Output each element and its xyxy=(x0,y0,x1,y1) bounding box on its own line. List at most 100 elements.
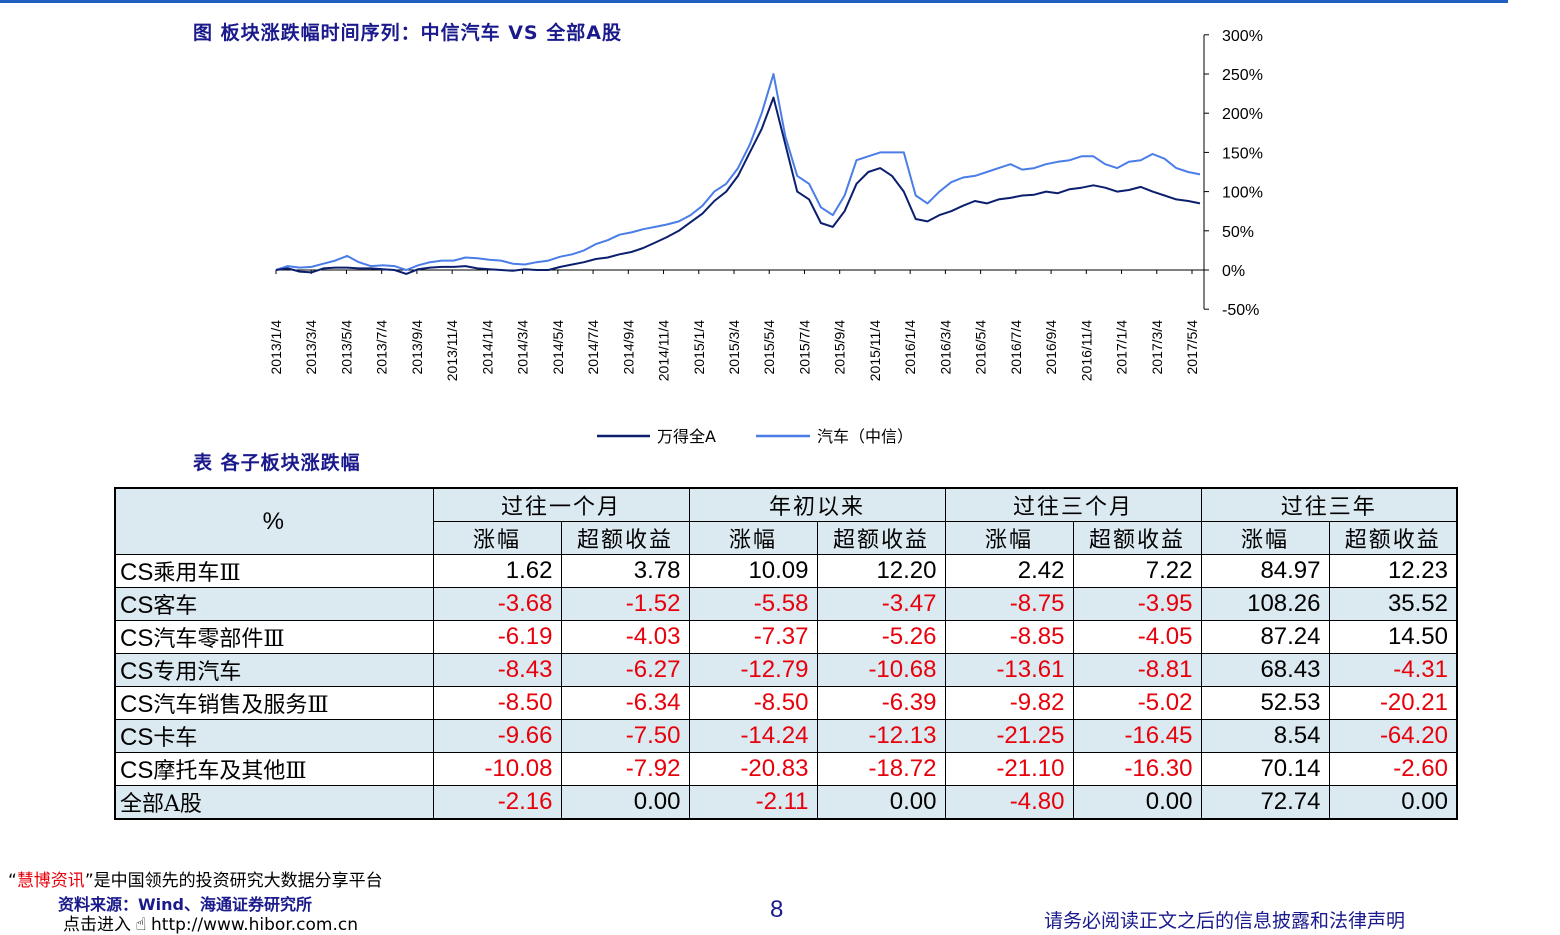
value-cell: 52.53 xyxy=(1200,686,1330,720)
x-tick-label: 2014/5/4 xyxy=(550,320,566,375)
sub-header: 超额收益 xyxy=(1072,521,1202,555)
value-cell: -8.43 xyxy=(432,653,562,687)
x-tick-label: 2014/11/4 xyxy=(656,320,672,381)
sub-header: 涨幅 xyxy=(432,521,562,555)
x-tick-label: 2016/9/4 xyxy=(1043,320,1059,375)
y-tick-label: 100% xyxy=(1222,185,1263,202)
group-header: 过往三个月 xyxy=(944,487,1202,522)
page-number: 8 xyxy=(770,896,784,923)
value-cell: -4.03 xyxy=(560,620,690,654)
value-cell: -8.81 xyxy=(1072,653,1202,687)
value-cell: -2.16 xyxy=(432,785,562,820)
value-cell: 84.97 xyxy=(1200,554,1330,588)
x-tick-label: 2015/3/4 xyxy=(726,320,742,375)
x-tick-label: 2016/3/4 xyxy=(937,320,953,375)
value-cell: -2.11 xyxy=(688,785,818,820)
sector-returns-table: % 过往一个月 年初以来 过往三个月 过往三年 涨幅 超额收益 涨幅 超额收益 涨幅 超额… xyxy=(114,487,1458,820)
y-tick-label: 50% xyxy=(1222,224,1254,241)
disclaimer: 请务必阅读正文之后的信息披露和法律声明 xyxy=(1044,910,1406,932)
table-row: CS客车 -3.68 -1.52 -5.58 -3.47 -8.75 -3.95 108.26… xyxy=(114,587,1458,621)
table-row: CS卡车 -9.66 -7.50 -14.24 -12.13 -21.25 -16.45 8.… xyxy=(114,719,1458,753)
value-cell: -7.92 xyxy=(560,752,690,786)
value-cell: 1.62 xyxy=(432,554,562,588)
value-cell: -10.68 xyxy=(816,653,946,687)
x-tick-label: 2015/5/4 xyxy=(761,320,777,375)
value-cell: -18.72 xyxy=(816,752,946,786)
x-tick-label: 2015/7/4 xyxy=(796,320,812,375)
value-cell: 0.00 xyxy=(1072,785,1202,820)
sub-header: 超额收益 xyxy=(816,521,946,555)
value-cell: 0.00 xyxy=(816,785,946,820)
value-cell: -20.21 xyxy=(1328,686,1458,720)
value-cell: -21.25 xyxy=(944,719,1074,753)
value-cell: 0.00 xyxy=(1328,785,1458,820)
x-tick-label: 2013/1/4 xyxy=(268,320,284,375)
sub-header: 超额收益 xyxy=(1328,521,1458,555)
value-cell: -8.50 xyxy=(688,686,818,720)
line-chart: 300% 250% 200% 150% 100% 50% 0% -50% 2013/1/4 201… xyxy=(268,28,1263,446)
legend-label: 汽车（中信） xyxy=(817,427,913,446)
sector-name: 全部A股 xyxy=(114,785,434,820)
brand-name[interactable]: 慧博资讯 xyxy=(16,871,85,891)
value-cell: -7.50 xyxy=(560,719,690,753)
legend-label: 万得全A xyxy=(657,427,716,446)
value-cell: -5.58 xyxy=(688,587,818,621)
x-tick-label: 2013/3/4 xyxy=(303,320,319,375)
table-row: CS汽车销售及服务Ⅲ -8.50 -6.34 -8.50 -6.39 -9.82 -5.02… xyxy=(114,686,1458,720)
x-tick-label: 2013/7/4 xyxy=(374,320,390,375)
data-source: 资料来源：Wind、海通证券研究所 xyxy=(58,895,312,914)
value-cell: -4.31 xyxy=(1328,653,1458,687)
table-row: CS摩托车及其他Ⅲ -10.08 -7.92 -20.83 -18.72 -21.10 -1… xyxy=(114,752,1458,786)
y-tick-label: -50% xyxy=(1222,302,1259,319)
y-tick-label: 300% xyxy=(1222,28,1263,45)
top-rule xyxy=(0,0,1508,3)
x-tick-label: 2013/5/4 xyxy=(338,320,354,375)
value-cell: -4.05 xyxy=(1072,620,1202,654)
corner-header: % xyxy=(114,487,434,555)
value-cell: 2.42 xyxy=(944,554,1074,588)
sector-name: CS汽车销售及服务Ⅲ xyxy=(114,686,434,720)
value-cell: -7.37 xyxy=(688,620,818,654)
footer-link[interactable]: 点击进入 ☝ http://www.hibor.com.cn xyxy=(63,914,358,935)
value-cell: -14.24 xyxy=(688,719,818,753)
value-cell: -3.68 xyxy=(432,587,562,621)
value-cell: 12.20 xyxy=(816,554,946,588)
y-tick-label: 250% xyxy=(1222,67,1263,84)
group-header: 过往一个月 xyxy=(432,487,690,522)
series-line xyxy=(275,73,1201,271)
value-cell: -12.79 xyxy=(688,653,818,687)
value-cell: 8.54 xyxy=(1200,719,1330,753)
value-cell: -9.82 xyxy=(944,686,1074,720)
value-cell: -6.39 xyxy=(816,686,946,720)
value-cell: 14.50 xyxy=(1328,620,1458,654)
value-cell: -10.08 xyxy=(432,752,562,786)
value-cell: -5.02 xyxy=(1072,686,1202,720)
value-cell: 108.26 xyxy=(1200,587,1330,621)
value-cell: 72.74 xyxy=(1200,785,1330,820)
value-cell: 7.22 xyxy=(1072,554,1202,588)
group-header: 过往三年 xyxy=(1200,487,1458,522)
value-cell: -2.60 xyxy=(1328,752,1458,786)
value-cell: -8.75 xyxy=(944,587,1074,621)
y-tick-label: 0% xyxy=(1222,263,1245,280)
value-cell: -3.47 xyxy=(816,587,946,621)
value-cell: -9.66 xyxy=(432,719,562,753)
value-cell: -13.61 xyxy=(944,653,1074,687)
value-cell: -8.85 xyxy=(944,620,1074,654)
value-cell: -16.45 xyxy=(1072,719,1202,753)
value-cell: 87.24 xyxy=(1200,620,1330,654)
x-tick-label: 2015/11/4 xyxy=(867,320,883,381)
x-tick-label: 2017/1/4 xyxy=(1114,320,1130,375)
value-cell: -6.27 xyxy=(560,653,690,687)
value-cell: -4.80 xyxy=(944,785,1074,820)
footer-tagline: “慧博资讯”是中国领先的投资研究大数据分享平台 xyxy=(8,871,383,891)
website-link[interactable]: http://www.hibor.com.cn xyxy=(151,915,358,935)
value-cell: -21.10 xyxy=(944,752,1074,786)
sub-header: 超额收益 xyxy=(560,521,690,555)
x-tick-label: 2014/3/4 xyxy=(515,320,531,375)
y-tick-label: 150% xyxy=(1222,145,1263,162)
value-cell: 0.00 xyxy=(560,785,690,820)
value-cell: 3.78 xyxy=(560,554,690,588)
sector-name: CS卡车 xyxy=(114,719,434,753)
y-tick-label: 200% xyxy=(1222,106,1263,123)
